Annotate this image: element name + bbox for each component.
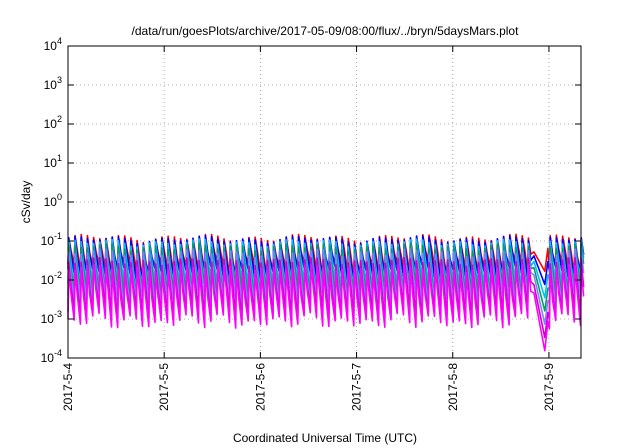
y-tick-label: 10-4 bbox=[41, 348, 62, 365]
y-tick-label: 10-3 bbox=[41, 309, 62, 326]
series-group bbox=[67, 233, 585, 352]
y-tick-label: 103 bbox=[44, 75, 62, 92]
y-axis-label: cSv/day bbox=[19, 181, 33, 224]
x-tick-label: 2017-5-5 bbox=[157, 363, 171, 411]
grid bbox=[68, 46, 581, 358]
y-tick-label: 10-2 bbox=[41, 270, 62, 287]
x-axis-label: Coordinated Universal Time (UTC) bbox=[233, 431, 417, 445]
x-tick-label: 2017-5-4 bbox=[61, 363, 75, 411]
chart-title: /data/run/goesPlots/archive/2017-05-09/0… bbox=[132, 24, 520, 38]
x-tick-label: 2017-5-8 bbox=[446, 363, 460, 411]
y-tick-label: 101 bbox=[44, 153, 62, 170]
x-tick-label: 2017-5-9 bbox=[542, 363, 556, 411]
y-tick-label: 104 bbox=[44, 36, 62, 53]
x-tick-label: 2017-5-7 bbox=[350, 363, 364, 411]
y-tick-label: 100 bbox=[44, 192, 62, 209]
y-tick-label: 102 bbox=[44, 114, 62, 131]
series-line bbox=[67, 263, 585, 352]
x-tick-label: 2017-5-6 bbox=[253, 363, 267, 411]
y-axis-ticks: 10-4 10-3 10-2 10-1 100 101 102 103 104 bbox=[41, 36, 581, 365]
x-axis-ticks: 2017-5-4 2017-5-5 2017-5-6 2017-5-7 2017-5-8… bbox=[61, 46, 556, 411]
y-tick-label: 10-1 bbox=[41, 231, 62, 248]
